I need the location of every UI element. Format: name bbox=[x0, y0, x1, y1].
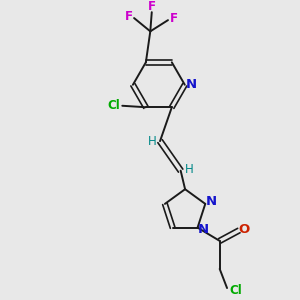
Text: Cl: Cl bbox=[229, 284, 242, 297]
Text: F: F bbox=[148, 0, 156, 14]
Text: F: F bbox=[125, 10, 133, 23]
Text: H: H bbox=[147, 135, 156, 148]
Text: N: N bbox=[206, 195, 217, 208]
Text: H: H bbox=[184, 163, 193, 176]
Text: N: N bbox=[186, 78, 197, 91]
Text: Cl: Cl bbox=[108, 99, 120, 112]
Text: F: F bbox=[170, 13, 178, 26]
Text: O: O bbox=[238, 223, 250, 236]
Text: N: N bbox=[198, 223, 209, 236]
